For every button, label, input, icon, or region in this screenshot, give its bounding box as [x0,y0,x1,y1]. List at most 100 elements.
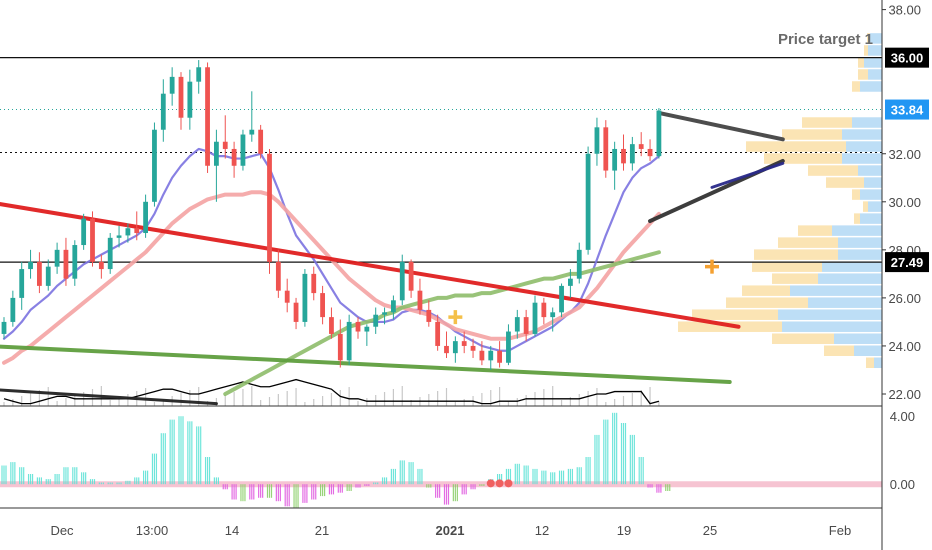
volume-bar [74,395,76,406]
volume-bar [383,392,386,406]
volume-bar [348,387,350,406]
price-tick-label: 26.00 [888,291,921,306]
volume-bar [525,395,527,406]
volume-bar [445,388,448,406]
trendline [0,388,218,406]
candle-body [568,278,573,286]
candle-body [1,321,7,334]
candle-body [629,144,635,164]
candle-body [585,153,591,250]
volume-bar [454,402,456,406]
profile-bar-down [842,129,882,140]
candle-body [488,350,494,361]
volume-bar [91,389,94,406]
markers [448,259,719,325]
profile-bar-down [860,81,882,92]
signal-dot [504,479,513,488]
profile-bar-down [860,213,882,224]
volume-bar [596,388,598,406]
candle-body [222,141,228,149]
candle-body [399,261,405,301]
candle-body [550,312,556,318]
candle-body [346,321,352,361]
trendline [0,202,741,329]
candle-body [169,76,175,94]
volume-bar [12,399,14,406]
volume-bar [392,389,394,406]
volume-bar [428,394,430,406]
candle-body [311,273,317,294]
candle-body [45,266,51,286]
candle-body [81,218,87,246]
profile-bar-down [868,45,882,56]
candle-body [638,144,644,149]
candle-body [275,261,281,291]
volume-line [3,378,660,405]
volume-bar [490,390,492,406]
price-tag-label: 36.00 [891,51,924,66]
candle-body [594,127,600,154]
candle-body [497,350,502,363]
volume-bar [21,396,23,406]
profile-bar-up [772,273,818,284]
candle-body [160,93,166,130]
profile-bar-up [824,345,854,356]
profile-bar-down [874,357,882,369]
signal-dot [486,479,495,488]
volume-profile [678,33,882,369]
volume-bar [65,398,67,406]
profile-bar-down [868,201,882,212]
horizontal-levels [0,57,882,263]
volume-bar [180,393,182,406]
price-target-annotation: Price target 1 [778,31,873,48]
volume-bar [295,388,297,406]
volume-bar [366,398,368,406]
volume-bar [313,399,315,406]
price-tick-label: 24.00 [888,339,921,354]
volume-bar [587,391,589,406]
profile-bar-down [870,33,882,44]
volume-bar [277,394,279,406]
volume-bar [242,389,244,406]
profile-bar-up [754,249,838,260]
candle-body [603,127,609,171]
profile-bar-down [838,249,882,260]
candle-body [107,237,113,270]
profile-bar-up [742,285,790,296]
candle-body [470,345,476,351]
volume-bar [322,396,324,406]
profile-bar-down [860,189,882,200]
volume-bar [543,389,545,406]
candle-body [532,302,538,334]
volume-bar [437,391,439,406]
time-tick-label: 21 [315,523,329,538]
profile-bar-down [838,237,882,248]
candle-body [28,261,33,270]
candle-body [337,333,343,361]
volume-bar [640,390,642,406]
profile-bar-up [752,261,822,272]
candle-body [72,245,78,279]
time-tick-label: 2021 [436,523,465,538]
volume-bar [410,400,412,406]
profile-bar-down [842,153,882,164]
profile-bar-down [858,165,882,176]
volume-bar [286,391,288,406]
oscillator-tick-label: 4.00 [890,409,915,424]
candle-body [19,269,25,298]
profile-bar-up [863,201,868,212]
candle-body [152,129,157,202]
candle-body [284,290,290,303]
volume-bar [47,387,49,406]
candle-body [125,228,131,236]
candle-body [391,300,396,313]
volume-bar [38,390,40,406]
volume-bar [3,402,5,406]
candle-body [444,345,449,354]
candle-body [54,249,60,267]
volume-bar [118,397,120,406]
profile-bar-up [778,237,838,248]
volume-bar [516,398,518,406]
